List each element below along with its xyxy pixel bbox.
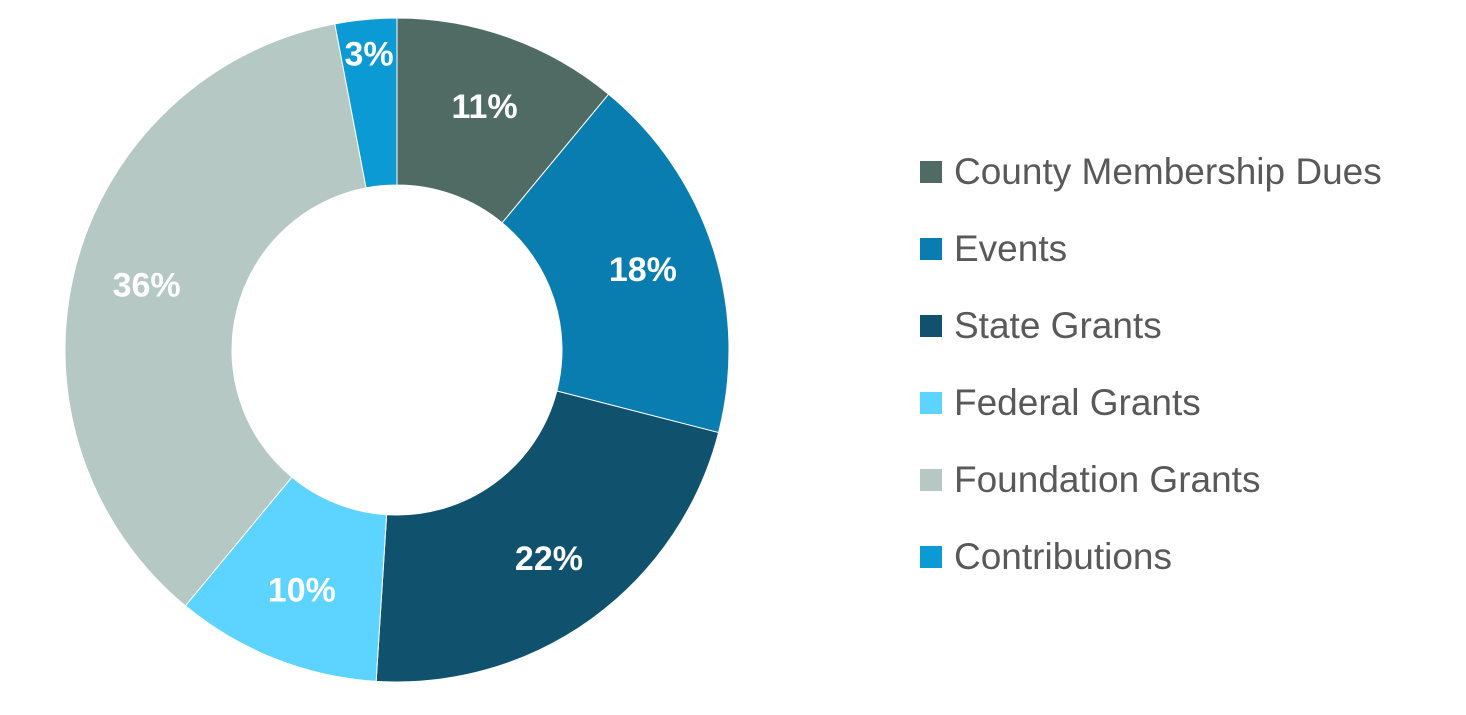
legend-label: Foundation Grants	[954, 458, 1261, 500]
legend-label: County Membership Dues	[954, 150, 1382, 192]
legend-item-events: Events	[920, 210, 1460, 287]
legend-item-federal-grants: Federal Grants	[920, 364, 1460, 441]
data-label-federal-grants: 10%	[268, 571, 336, 609]
data-label-county-membership-dues: 11%	[451, 88, 517, 126]
legend-label: Contributions	[954, 535, 1173, 577]
legend-item-county-membership-dues: County Membership Dues	[920, 133, 1460, 210]
donut-slice-foundation-grants	[64, 23, 367, 607]
legend-item-contributions: Contributions	[920, 518, 1460, 595]
donut-slice-state-grants	[375, 390, 720, 683]
donut-slice-contributions	[334, 17, 398, 189]
legend-swatch	[920, 314, 942, 337]
legend-item-state-grants: State Grants	[920, 287, 1460, 364]
legend-label: State Grants	[954, 304, 1162, 346]
data-label-state-grants: 22%	[515, 540, 583, 578]
legend-label: Federal Grants	[954, 381, 1201, 423]
data-label-foundation-grants: 36%	[113, 267, 181, 305]
legend-swatch	[920, 391, 942, 414]
data-label-contributions: 3%	[344, 35, 393, 73]
chart-legend: County Membership Dues Events State Grants…	[920, 133, 1460, 595]
data-label-events: 18%	[609, 251, 677, 289]
donut-chart-svg: 11% 18% 22% 10% 36% 3%	[64, 17, 730, 683]
legend-swatch	[920, 468, 942, 491]
donut-slice-county-membership-dues	[396, 17, 610, 224]
donut-slice-events	[501, 93, 730, 434]
legend-swatch	[920, 160, 942, 183]
legend-swatch	[920, 545, 942, 568]
legend-swatch	[920, 237, 942, 260]
legend-item-foundation-grants: Foundation Grants	[920, 441, 1460, 518]
legend-label: Events	[954, 227, 1068, 269]
